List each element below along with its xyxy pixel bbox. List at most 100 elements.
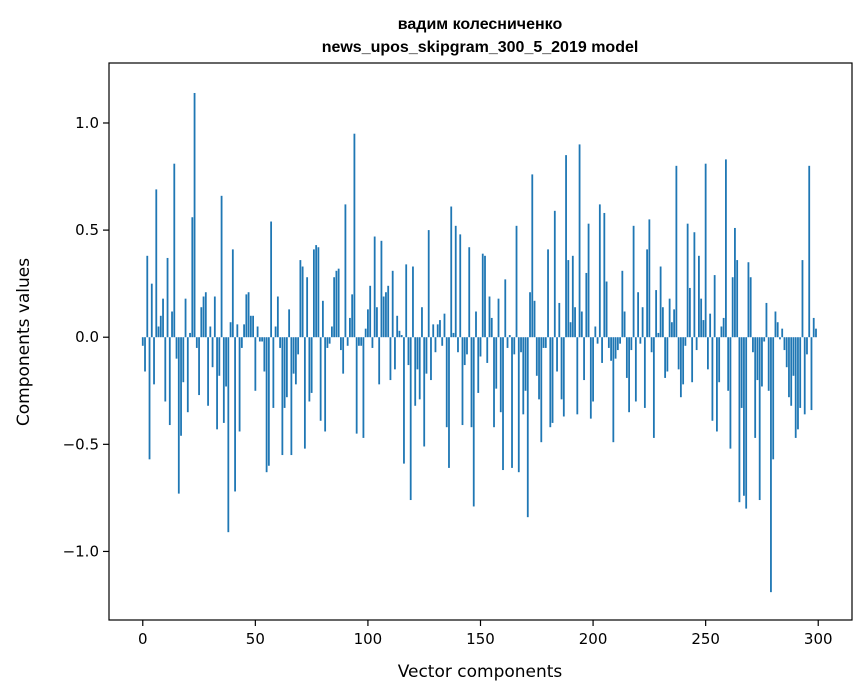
bar-77 <box>315 245 318 338</box>
bar-200 <box>592 337 594 402</box>
bar-11 <box>166 257 169 338</box>
bar-143 <box>463 337 466 366</box>
bar-70 <box>299 260 302 338</box>
bar-252 <box>709 313 712 338</box>
bar-98 <box>362 337 365 438</box>
bar-91 <box>346 337 349 346</box>
bar-284 <box>781 328 784 338</box>
bar-4 <box>150 283 153 338</box>
bar-267 <box>743 337 745 496</box>
bar-105 <box>378 337 381 385</box>
bar-234 <box>668 298 671 338</box>
bar-141 <box>459 234 462 338</box>
bar-137 <box>450 206 453 338</box>
bar-175 <box>535 337 538 376</box>
bar-49 <box>252 315 254 338</box>
bar-296 <box>808 165 811 338</box>
bar-120 <box>412 266 414 338</box>
bar-60 <box>276 296 279 338</box>
bar-133 <box>441 337 444 346</box>
bar-259 <box>725 159 727 338</box>
bar-179 <box>544 337 547 348</box>
bar-97 <box>360 337 363 346</box>
bar-131 <box>436 324 439 338</box>
bar-196 <box>583 337 585 381</box>
x-tick-label: 0 <box>138 630 148 648</box>
bar-158 <box>497 298 500 338</box>
bar-292 <box>799 337 802 408</box>
bar-273 <box>756 337 759 381</box>
bar-57 <box>270 221 273 338</box>
bar-212 <box>619 337 621 344</box>
bar-73 <box>306 277 309 338</box>
bar-266 <box>740 337 743 408</box>
bar-2 <box>146 255 149 338</box>
bar-177 <box>540 337 543 443</box>
x-tick-label: 100 <box>354 630 383 648</box>
bar-188 <box>565 155 567 338</box>
bar-1 <box>144 337 146 372</box>
bar-172 <box>529 292 531 338</box>
bar-90 <box>344 204 347 338</box>
bar-165 <box>513 337 516 355</box>
bar-256 <box>718 337 721 383</box>
bar-22 <box>191 217 194 338</box>
bar-163 <box>508 335 511 338</box>
bar-211 <box>616 337 619 351</box>
bar-84 <box>331 326 333 338</box>
bar-150 <box>479 337 482 357</box>
bar-62 <box>281 337 284 456</box>
bar-164 <box>511 337 513 468</box>
bar-275 <box>761 337 763 387</box>
bar-262 <box>731 277 734 338</box>
bar-167 <box>517 337 520 473</box>
bar-52 <box>258 337 261 342</box>
bar-79 <box>319 337 322 421</box>
bar-293 <box>801 260 804 338</box>
bar-298 <box>812 317 815 338</box>
bar-58 <box>272 337 275 408</box>
bar-149 <box>477 337 480 393</box>
bar-201 <box>594 326 597 338</box>
y-tick-label: 0.5 <box>75 221 99 239</box>
bar-276 <box>763 337 766 342</box>
bar-191 <box>571 255 574 338</box>
bar-72 <box>303 337 306 449</box>
bar-181 <box>549 337 552 428</box>
bar-170 <box>524 337 527 391</box>
x-tick-label: 250 <box>691 630 720 648</box>
bar-197 <box>585 272 588 338</box>
bar-203 <box>598 204 601 338</box>
bar-88 <box>340 337 342 351</box>
bar-39 <box>229 322 232 338</box>
bar-36 <box>222 337 225 423</box>
bar-24 <box>195 337 198 348</box>
bar-217 <box>630 337 633 351</box>
bar-222 <box>641 307 644 338</box>
bar-114 <box>398 330 401 338</box>
bar-228 <box>655 290 658 338</box>
bar-223 <box>643 337 646 408</box>
bar-186 <box>560 337 563 400</box>
bar-78 <box>317 247 320 338</box>
bar-30 <box>209 326 212 338</box>
bar-106 <box>380 240 383 338</box>
bar-94 <box>353 133 356 338</box>
bar-240 <box>682 337 685 385</box>
bar-236 <box>673 309 676 338</box>
x-tick-label: 300 <box>804 630 833 648</box>
bar-20 <box>186 337 189 413</box>
bar-29 <box>207 337 209 406</box>
bar-80 <box>321 300 324 338</box>
bar-159 <box>499 337 502 413</box>
bar-12 <box>168 337 171 426</box>
bar-237 <box>675 165 678 338</box>
bar-243 <box>688 287 691 338</box>
bar-160 <box>502 337 504 471</box>
bar-283 <box>779 337 781 340</box>
x-tick-label: 200 <box>579 630 608 648</box>
bar-7 <box>157 326 160 338</box>
bar-130 <box>434 337 437 353</box>
bar-104 <box>376 307 378 338</box>
